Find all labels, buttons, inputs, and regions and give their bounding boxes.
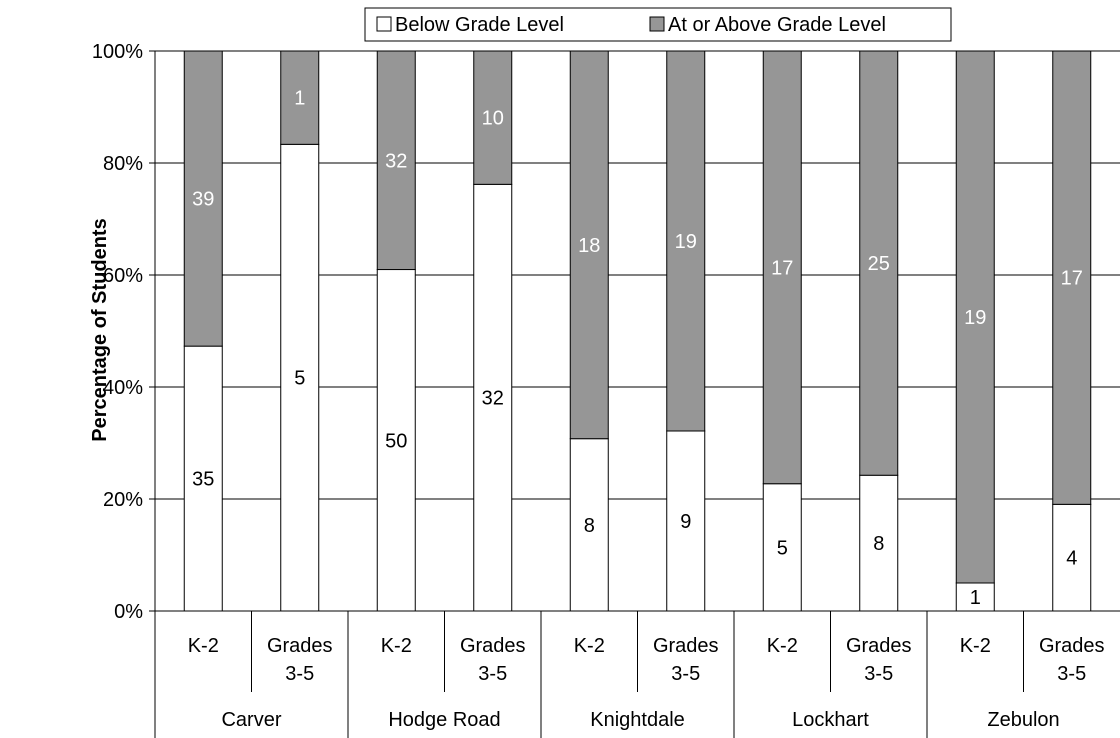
data-label-below: 8 (873, 533, 884, 555)
x-category-label: Grades (846, 635, 912, 657)
data-label-below: 8 (584, 515, 595, 537)
y-tick-label: 100% (92, 41, 143, 63)
data-label-above: 17 (771, 257, 793, 279)
data-label-below: 35 (192, 469, 214, 491)
x-category-label: K-2 (188, 635, 219, 657)
x-group-label: Lockhart (792, 709, 869, 731)
bar-at-or-above-grade (376, 50, 416, 271)
bar-below-grade (955, 582, 995, 612)
data-label-below: 5 (777, 537, 788, 559)
bar-below-grade (1052, 503, 1092, 612)
legend-label-below: Below Grade Level (395, 14, 564, 36)
bars (183, 50, 1092, 612)
data-label-above: 19 (675, 231, 697, 253)
y-tick-label: 20% (103, 489, 143, 511)
x-group-label: Knightdale (590, 709, 685, 731)
legend: Below Grade Level At or Above Grade Level (364, 7, 952, 42)
bar-at-or-above-grade (569, 50, 609, 440)
x-category-label: K-2 (960, 635, 991, 657)
x-category-label: Grades (267, 635, 333, 657)
data-label-below: 32 (482, 388, 504, 410)
x-category-label: 3-5 (1057, 663, 1086, 685)
y-axis-title: Percentage of Students (89, 218, 111, 441)
data-label-below: 50 (385, 430, 407, 452)
y-tick-label: 0% (114, 601, 143, 623)
bar-at-or-above-grade (762, 50, 802, 485)
x-category-label: 3-5 (478, 663, 507, 685)
y-tick-label: 40% (103, 377, 143, 399)
bar-at-or-above-grade (666, 50, 706, 432)
x-category-label: K-2 (574, 635, 605, 657)
x-category-label: 3-5 (864, 663, 893, 685)
x-category-label: K-2 (381, 635, 412, 657)
data-label-below: 5 (294, 368, 305, 390)
x-group-label: Carver (221, 709, 281, 731)
bar-at-or-above-grade (473, 50, 513, 185)
data-label-above: 17 (1061, 268, 1083, 290)
x-group-label: Hodge Road (388, 709, 500, 731)
data-label-above: 18 (578, 235, 600, 257)
bar-below-grade (569, 438, 609, 612)
data-label-above: 10 (482, 108, 504, 130)
x-category-label: K-2 (767, 635, 798, 657)
data-label-below: 4 (1066, 548, 1077, 570)
y-tick-label: 80% (103, 153, 143, 175)
bar-below-grade (859, 474, 899, 612)
legend-label-above: At or Above Grade Level (668, 14, 886, 36)
data-label-above: 19 (964, 307, 986, 329)
x-category-label: Grades (1039, 635, 1105, 657)
data-label-above: 39 (192, 189, 214, 211)
legend-swatch-above (649, 16, 665, 32)
data-label-below: 9 (680, 511, 691, 533)
labels: 0% 20% 40% 60% 80% 100% 35 39 K-2 5 1 Grades 3-5 50 32… (92, 41, 1105, 731)
bar-at-or-above-grade (183, 50, 223, 347)
x-category-label: Grades (460, 635, 526, 657)
legend-swatch-below (376, 16, 392, 32)
data-label-above: 32 (385, 150, 407, 172)
bar-at-or-above-grade (280, 50, 320, 145)
bar-below-grade (183, 345, 223, 612)
bar-at-or-above-grade (859, 50, 899, 476)
bar-at-or-above-grade (1052, 50, 1092, 505)
data-label-above: 1 (294, 88, 305, 110)
bar-below-grade (473, 183, 513, 612)
x-category-label: 3-5 (671, 663, 700, 685)
bar-below-grade (762, 483, 802, 612)
bar-at-or-above-grade (955, 50, 995, 584)
y-tick-label: 60% (103, 265, 143, 287)
x-category-label: 3-5 (285, 663, 314, 685)
x-group-label: Zebulon (987, 709, 1059, 731)
x-category-label: Grades (653, 635, 719, 657)
bar-below-grade (666, 430, 706, 612)
data-label-above: 25 (868, 253, 890, 275)
data-label-below: 1 (970, 587, 981, 609)
axes (149, 50, 1120, 738)
